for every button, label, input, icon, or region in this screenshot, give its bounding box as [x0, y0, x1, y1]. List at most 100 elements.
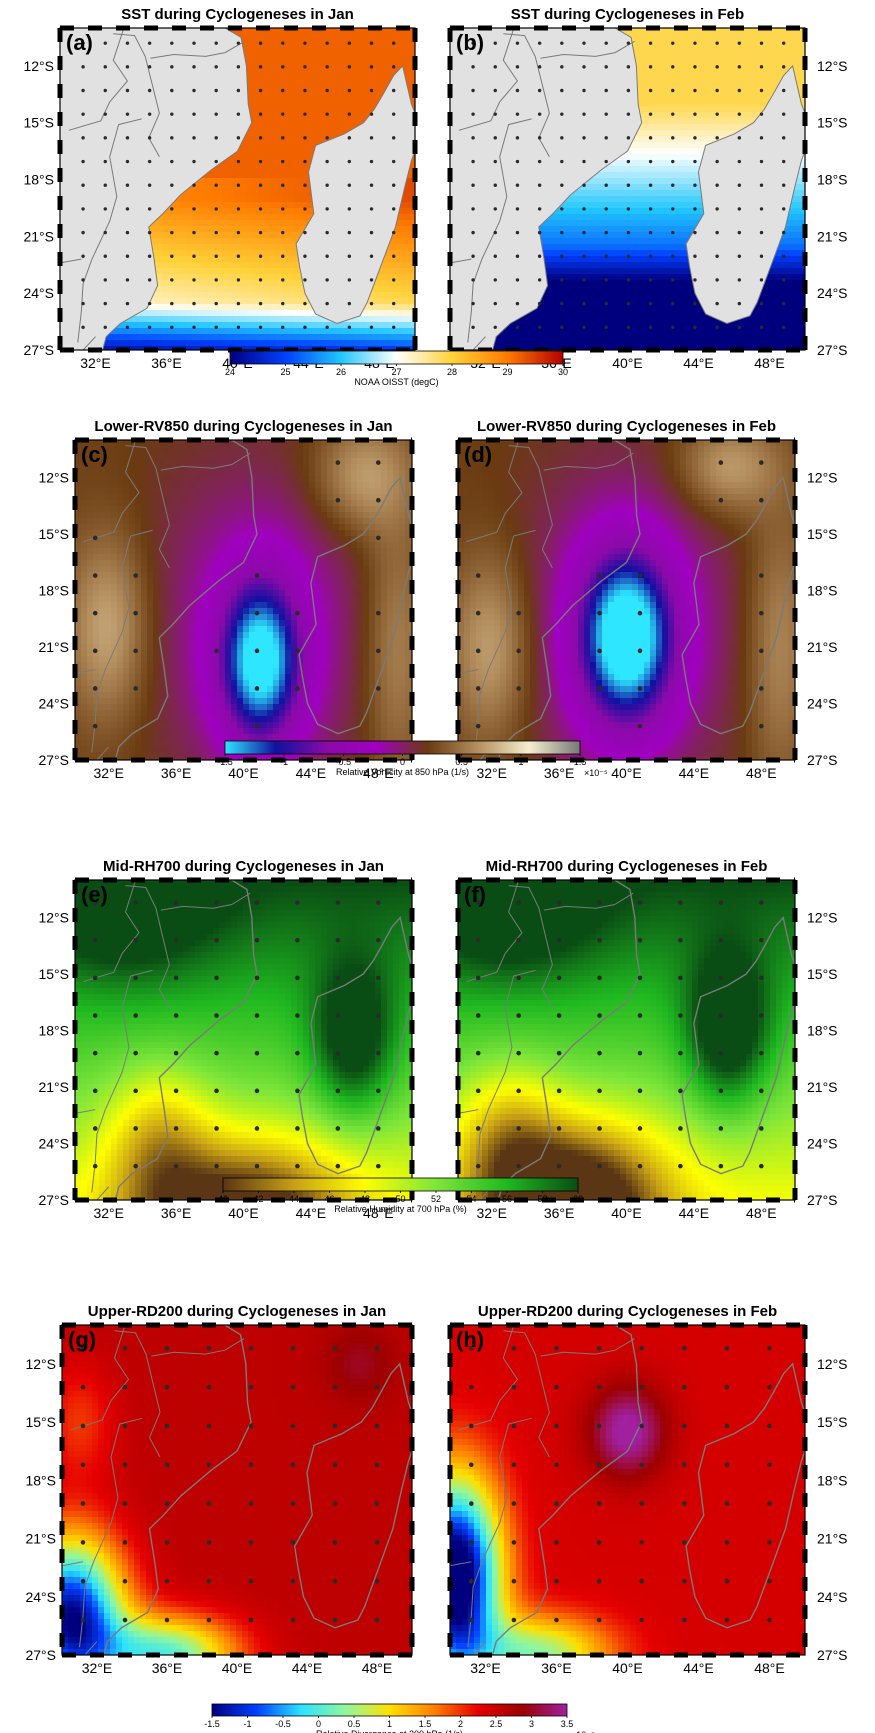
- significance-dots: [475, 460, 764, 729]
- country-border: [543, 452, 634, 471]
- colorbar-tick: 3: [529, 1719, 534, 1729]
- field-raster: [458, 880, 795, 1200]
- africa-coastline: [114, 440, 258, 760]
- lat-label: 27°S: [38, 1192, 69, 1208]
- lon-label: 32°E: [476, 765, 507, 781]
- lon-label: 32°E: [470, 1660, 501, 1676]
- country-border: [474, 669, 489, 753]
- country-border: [508, 885, 553, 1009]
- lon-label: 32°E: [93, 765, 124, 781]
- country-border: [467, 258, 483, 343]
- significance-dots: [475, 900, 764, 1169]
- lat-label: 21°S: [817, 1531, 848, 1547]
- significance-dots: [80, 1345, 380, 1623]
- colorbar-tick: 2: [458, 1719, 463, 1729]
- lat-label: 27°S: [807, 1192, 838, 1208]
- colorbar-tick: -1: [280, 757, 288, 767]
- panel-title: SST during Cyclogeneses in Feb: [511, 6, 744, 23]
- country-border: [114, 1330, 161, 1458]
- country-border: [540, 40, 635, 59]
- lat-label: 21°S: [807, 1079, 838, 1095]
- colorbar-tick: -1.5: [217, 757, 233, 767]
- lat-label: 12°S: [817, 58, 848, 74]
- colorbar-tick: 54: [466, 1194, 476, 1204]
- lat-label: 18°S: [807, 1023, 838, 1039]
- country-border: [466, 880, 523, 983]
- colorbar-tick: 58: [537, 1194, 547, 1204]
- lon-label: 44°E: [683, 1660, 714, 1676]
- lon-label: 36°E: [161, 765, 192, 781]
- lon-label: 32°E: [476, 1205, 507, 1221]
- panel-label: (b): [456, 30, 484, 55]
- lon-label: 44°E: [296, 765, 327, 781]
- country-border: [70, 1325, 130, 1431]
- country-border: [60, 258, 82, 264]
- colorbar-tick: 2.5: [490, 1719, 503, 1729]
- country-border: [96, 1186, 110, 1200]
- lat-label: 24°S: [807, 1136, 838, 1152]
- lon-label: 36°E: [161, 1205, 192, 1221]
- panel-label: (c): [81, 442, 108, 467]
- field-raster: [75, 880, 412, 1200]
- africa-coastline: [491, 1325, 643, 1655]
- lat-label: 18°S: [38, 583, 69, 599]
- significance-dots: [92, 460, 381, 729]
- lon-label: 48°E: [746, 1205, 777, 1221]
- lat-label: 24°S: [23, 285, 54, 301]
- panel-title: Lower-RV850 during Cyclogeneses in Feb: [477, 418, 776, 435]
- panel-title: SST during Cyclogeneses in Jan: [121, 6, 354, 23]
- country-border: [83, 880, 140, 983]
- colorbar-tick: 40: [218, 1194, 228, 1204]
- lon-label: 36°E: [541, 1660, 572, 1676]
- country-border: [458, 1109, 479, 1114]
- lat-label: 15°S: [38, 526, 69, 542]
- country-border: [82, 336, 96, 350]
- country-border: [481, 1417, 532, 1563]
- lon-label: 44°E: [292, 1660, 323, 1676]
- country-border: [91, 669, 106, 753]
- lat-label: 24°S: [38, 696, 69, 712]
- country-border: [79, 1561, 94, 1648]
- lat-label: 27°S: [38, 752, 69, 768]
- lat-label: 12°S: [38, 470, 69, 486]
- lat-label: 21°S: [817, 228, 848, 244]
- lon-label: 32°E: [82, 1660, 113, 1676]
- country-border: [458, 1325, 519, 1431]
- lat-label: 27°S: [817, 1647, 848, 1663]
- lon-label: 40°E: [222, 1660, 253, 1676]
- lat-label: 12°S: [817, 1356, 848, 1372]
- map-panel-c: Lower-RV850 during Cyclogeneses in Jan (c…: [38, 418, 415, 781]
- country-border: [481, 118, 532, 260]
- country-border: [458, 669, 479, 674]
- colorbar-rh: 40 42 44 46 48 50 52 54 56 58 60 Relative Humidity …: [218, 1177, 583, 1214]
- country-border: [472, 1641, 486, 1655]
- panel-label: (f): [464, 882, 486, 907]
- colorbar-tick: 29: [502, 367, 512, 377]
- lat-label: 24°S: [817, 1589, 848, 1605]
- panel-title: Upper-RD200 during Cyclogeneses in Feb: [478, 1303, 777, 1320]
- lon-label: 48°E: [363, 1205, 394, 1221]
- lon-label: 40°E: [611, 1205, 642, 1221]
- colorbar-tick: 1: [518, 757, 523, 767]
- lat-label: 18°S: [38, 1023, 69, 1039]
- country-border: [104, 529, 153, 670]
- country-border: [125, 445, 170, 569]
- lon-label: 36°E: [152, 1660, 183, 1676]
- country-border: [104, 969, 153, 1110]
- country-border: [96, 746, 110, 760]
- lat-label: 12°S: [38, 910, 69, 926]
- lon-label: 44°E: [683, 355, 714, 371]
- lat-label: 18°S: [23, 172, 54, 188]
- country-border: [160, 892, 251, 911]
- lon-label: 40°E: [228, 1205, 259, 1221]
- lat-label: 24°S: [25, 1589, 56, 1605]
- panel-title: Mid-RH700 during Cyclogeneses in Feb: [486, 858, 768, 875]
- lon-label: 44°E: [296, 1205, 327, 1221]
- panel-label: (d): [464, 442, 492, 467]
- lon-label: 36°E: [151, 355, 182, 371]
- country-border: [75, 669, 96, 674]
- africa-coastline: [497, 440, 641, 760]
- country-border: [91, 1109, 106, 1193]
- map-panel-f: Mid-RH700 during Cyclogeneses in Feb(f) 1…: [455, 858, 838, 1221]
